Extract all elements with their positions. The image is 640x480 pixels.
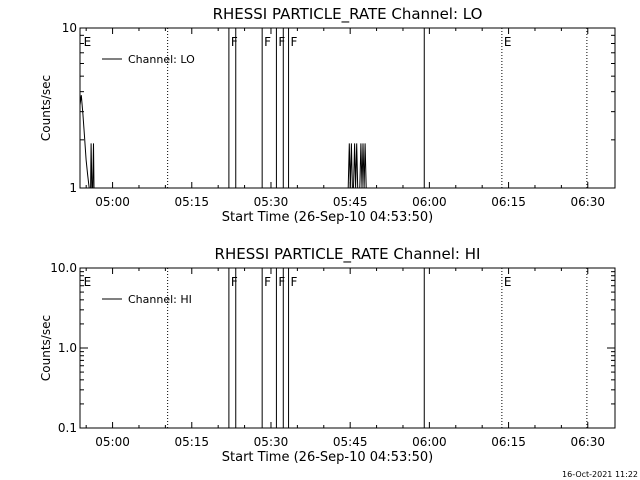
series-line [79,95,368,189]
event-marker-label: F [264,275,271,289]
x-tick-label: 05:15 [174,195,209,209]
plot-frame [79,27,616,189]
x-tick-label: 05:30 [254,435,289,449]
y-tick-label: 0.1 [58,421,77,435]
event-marker-label: E [504,35,512,49]
event-marker-label: E [84,275,92,289]
y-tick-label: 10.0 [50,261,77,275]
y-tick-label: 1.0 [58,341,77,355]
x-tick-label: 05:00 [95,435,130,449]
legend-entry-label: Channel: HI [128,293,192,306]
event-marker-label: F [231,35,238,49]
event-marker-label: F [278,35,285,49]
x-axis-label: Start Time (26-Sep-10 04:53:50) [222,450,433,465]
x-tick-label: 05:00 [95,195,130,209]
event-marker-label: F [278,275,285,289]
legend-entry-label: Channel: LO [128,53,195,66]
chart-title: RHESSI PARTICLE_RATE Channel: HI [215,245,481,264]
y-axis-label: Counts/sec [39,315,53,381]
event-marker-label: F [291,35,298,49]
x-tick-label: 05:45 [333,195,368,209]
y-tick-label: 1 [69,181,77,195]
chart-title: RHESSI PARTICLE_RATE Channel: LO [213,5,483,24]
plot-frame [79,267,616,429]
event-marker-label: E [504,275,512,289]
event-marker-label: F [231,275,238,289]
x-tick-label: 05:15 [174,435,209,449]
x-tick-label: 05:45 [333,435,368,449]
x-tick-label: 05:30 [254,195,289,209]
event-marker-label: E [84,35,92,49]
x-tick-label: 06:00 [412,435,447,449]
y-tick-label: 10 [62,21,77,35]
x-tick-label: 06:00 [412,195,447,209]
x-axis-label: Start Time (26-Sep-10 04:53:50) [222,210,433,225]
y-axis-label: Counts/sec [39,75,53,141]
event-marker-label: F [264,35,271,49]
x-tick-label: 06:30 [570,435,605,449]
x-tick-label: 06:15 [491,435,526,449]
footer-timestamp: 16-Oct-2021 11:22 [562,470,638,479]
x-tick-label: 06:15 [491,195,526,209]
event-marker-label: F [291,275,298,289]
x-tick-label: 06:30 [570,195,605,209]
